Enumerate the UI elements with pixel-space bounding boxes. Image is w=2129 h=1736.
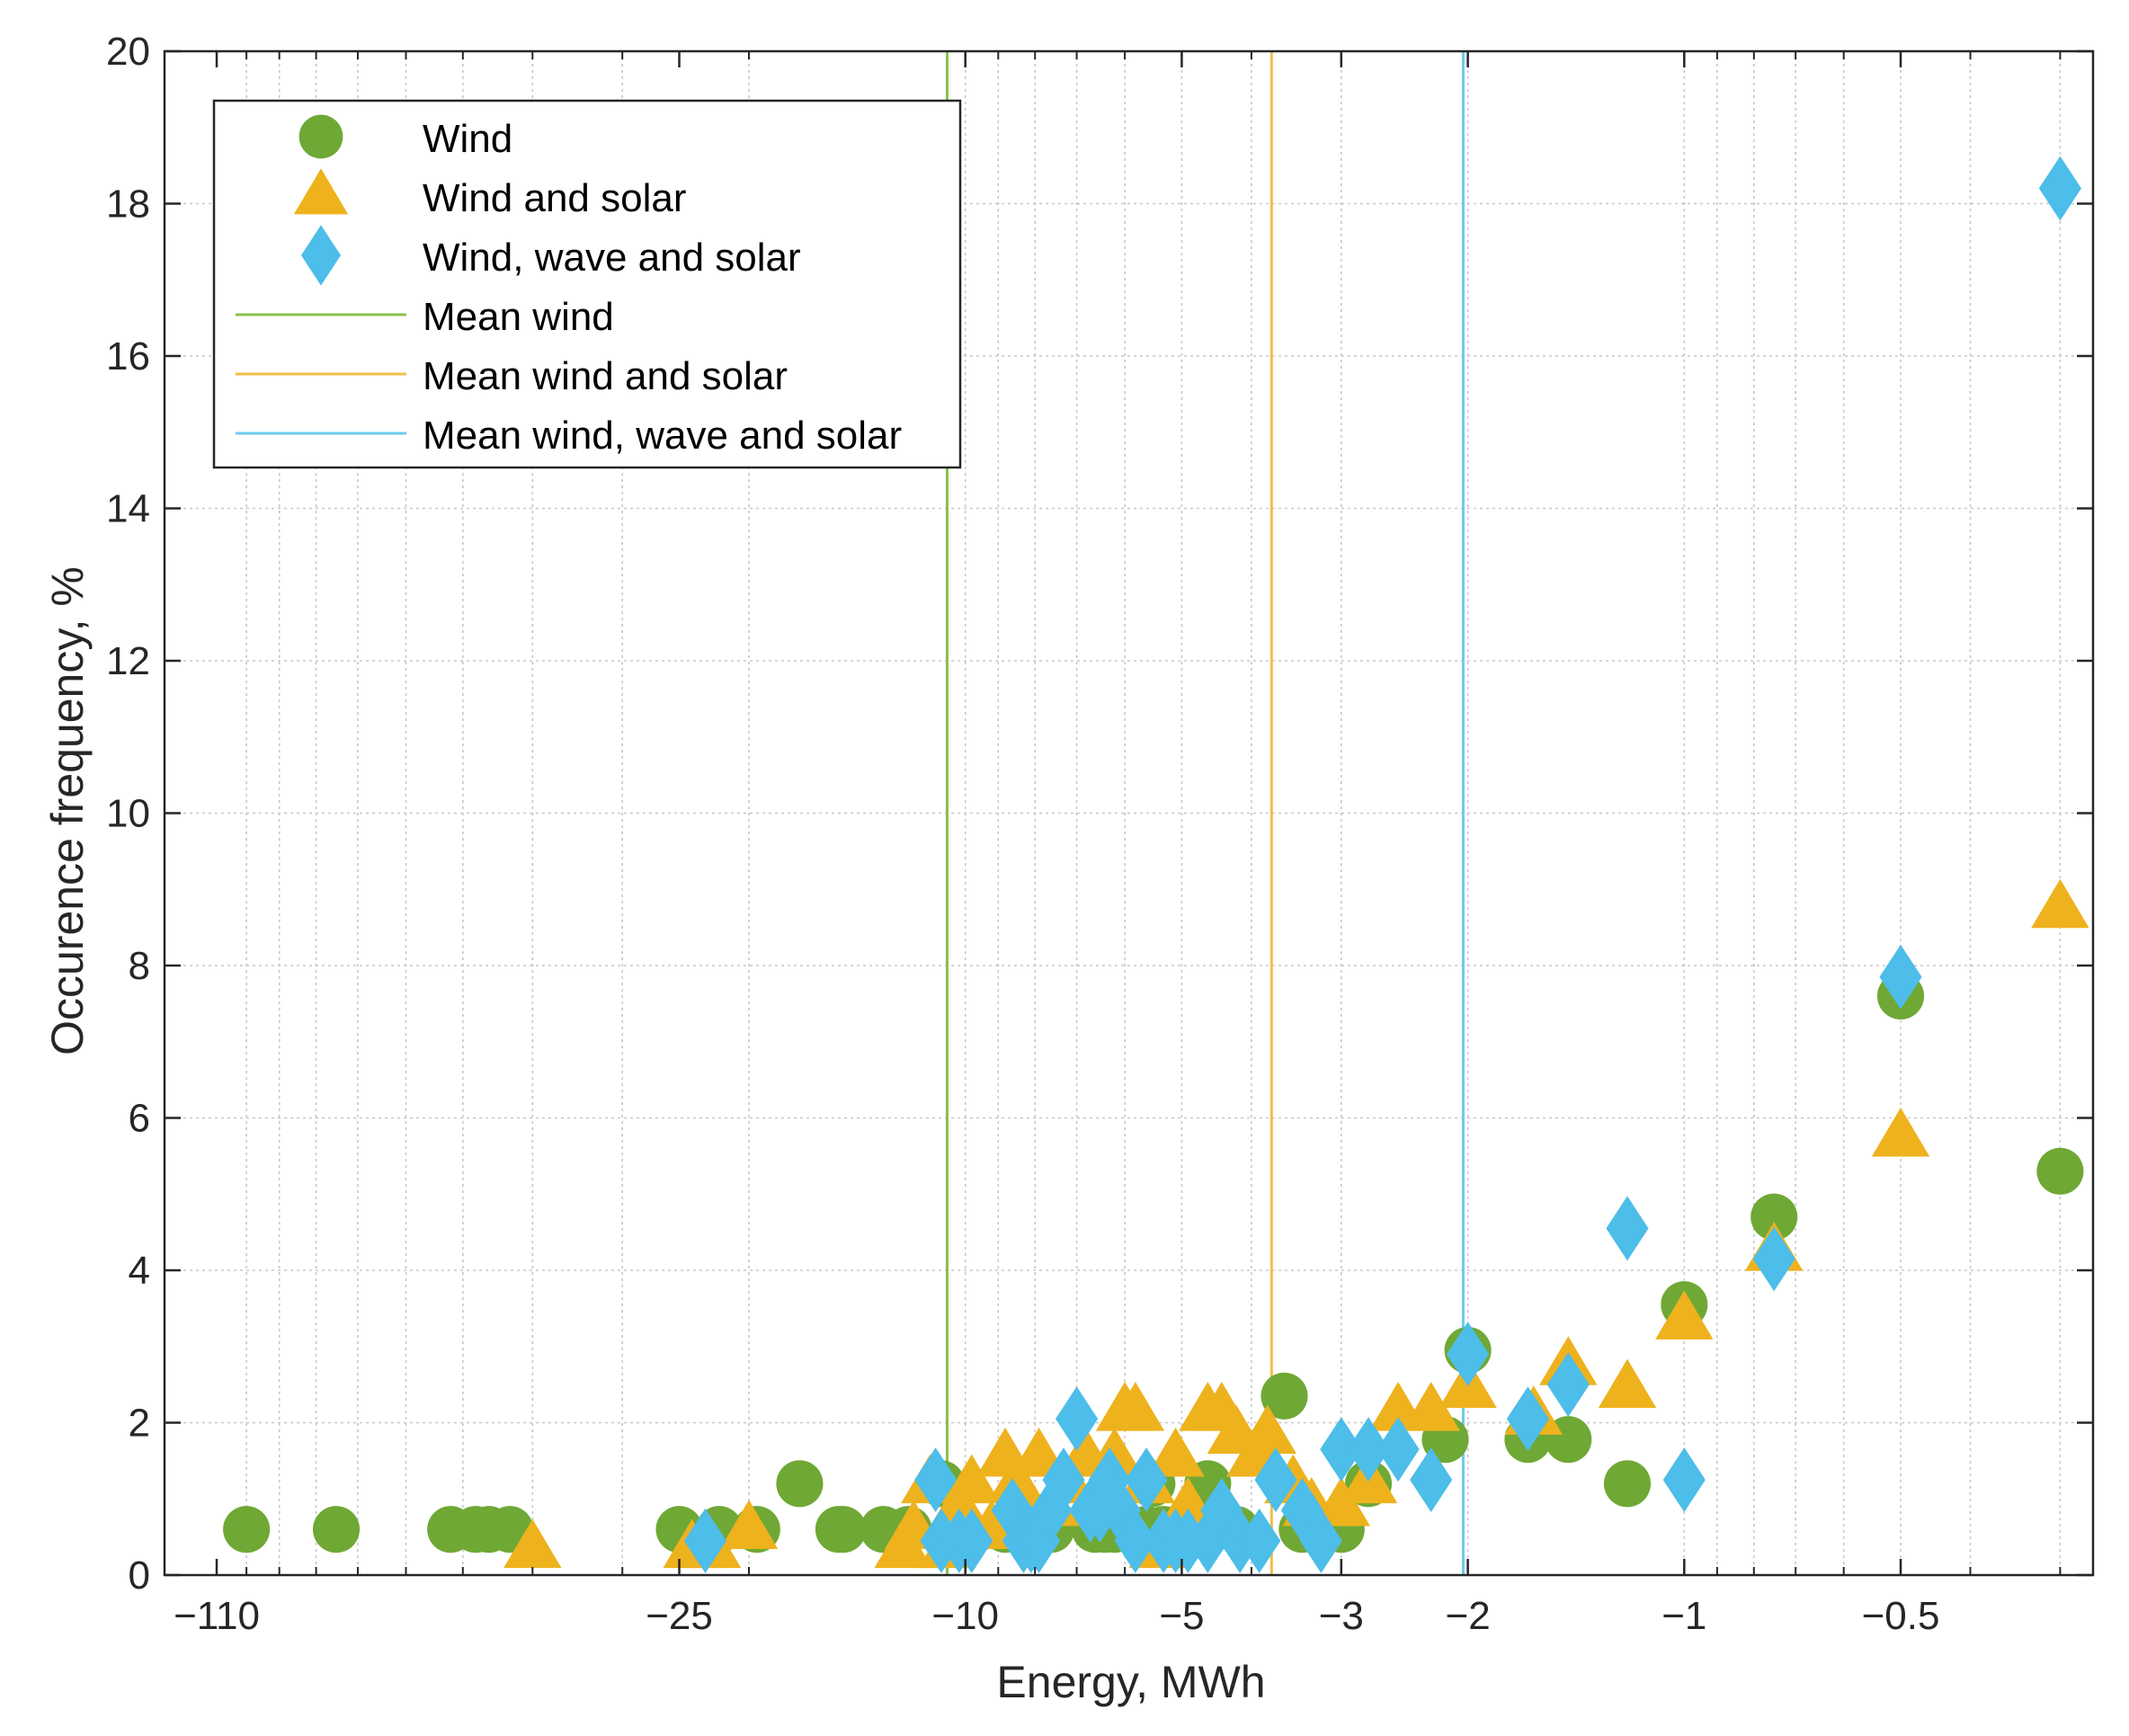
y-tick-label: 2 [129, 1402, 150, 1446]
data-point-diamond [1114, 1508, 1157, 1573]
data-point-diamond [1410, 1447, 1453, 1513]
y-tick-label: 14 [106, 487, 150, 531]
legend-label: Mean wind, wave and solar [423, 414, 902, 458]
legend-symbol-circle [298, 114, 343, 159]
data-point-triangle [1598, 1358, 1657, 1409]
data-point-diamond [914, 1447, 958, 1513]
data-point-triangle [2031, 878, 2089, 929]
data-point-diamond [1447, 1322, 1490, 1387]
data-point-diamond [1056, 1386, 1099, 1452]
data-point-circle [312, 1506, 361, 1553]
x-tick-labels: −110 −25 −10 −5 −3 −2 −1 −0.5 [174, 1594, 1939, 1638]
grid-lines [165, 51, 2093, 1575]
data-point-diamond [1238, 1508, 1281, 1573]
y-tick-label: 18 [106, 183, 150, 227]
data-point-circle [819, 1506, 867, 1553]
x-axis-title: Energy, MWh [996, 1657, 1265, 1707]
legend-label: Wind and solar [423, 176, 686, 220]
y-tick-label: 12 [106, 639, 150, 683]
data-point-diamond [1546, 1352, 1590, 1418]
data-point-diamond [1347, 1417, 1390, 1482]
y-tick-label: 10 [106, 792, 150, 836]
x-tick-label: −3 [1319, 1594, 1364, 1638]
data-point-diamond [1320, 1417, 1363, 1482]
legend-label: Mean wind and solar [423, 354, 788, 398]
data-point-diamond [1254, 1447, 1297, 1513]
data-point-diamond [1506, 1386, 1549, 1452]
y-tick-label: 8 [129, 944, 150, 988]
data-point-circle [1750, 1193, 1798, 1241]
legend-label: Mean wind [423, 295, 614, 339]
data-point-circle [1260, 1372, 1308, 1420]
data-point-diamond [1752, 1226, 1795, 1292]
data-point-circle [223, 1506, 271, 1553]
legend-label: Wind, wave and solar [423, 236, 801, 280]
y-tick-label: 20 [106, 30, 150, 74]
data-point-triangle [1871, 1107, 1930, 1157]
legend-label: Wind [423, 117, 512, 161]
data-point-circle [1603, 1460, 1652, 1508]
y-tick-label: 0 [129, 1553, 150, 1598]
data-point-diamond [1125, 1447, 1168, 1513]
x-tick-label: −1 [1661, 1594, 1706, 1638]
y-tick-labels: 0 2 4 6 8 10 12 14 16 18 20 [106, 30, 150, 1598]
data-point-diamond [1299, 1508, 1342, 1573]
x-tick-label: −2 [1446, 1594, 1491, 1638]
data-point-circle [776, 1460, 824, 1508]
legend-box [212, 99, 962, 469]
data-point-diamond [1662, 1447, 1706, 1513]
data-point-diamond [950, 1508, 993, 1573]
legend-symbol-triangle [293, 168, 349, 215]
data-point-diamond [1042, 1447, 1085, 1513]
data-point-triangle [1106, 1382, 1165, 1431]
axis-ticks [165, 49, 2093, 1577]
y-tick-label: 6 [129, 1097, 150, 1141]
data-point-diamond [2038, 156, 2081, 221]
data-point-diamond [1018, 1508, 1061, 1573]
x-tick-label: −10 [931, 1594, 999, 1638]
y-tick-label: 16 [106, 334, 150, 378]
data-point-diamond [683, 1508, 727, 1573]
data-point-triangle [1655, 1290, 1714, 1340]
y-axis-title: Occurence frequency, % [42, 566, 93, 1055]
y-tick-label: 4 [129, 1249, 150, 1293]
legend-symbol-diamond [300, 225, 342, 286]
x-tick-label: −0.5 [1862, 1594, 1940, 1638]
data-point-triangle [1146, 1427, 1205, 1477]
legend: Wind Wind and solar Wind, wave and solar Me… [212, 99, 962, 469]
x-tick-label: −110 [174, 1594, 260, 1638]
x-tick-label: −5 [1159, 1594, 1204, 1638]
x-tick-label: −25 [646, 1594, 713, 1638]
data-point-triangle [1402, 1382, 1460, 1431]
data-point-diamond [1879, 944, 1922, 1010]
data-point-triangle [942, 1454, 1001, 1504]
data-point-diamond [1606, 1196, 1649, 1261]
data-point-circle [2036, 1147, 2084, 1195]
data-point-triangle [503, 1518, 562, 1569]
data-point-triangle [719, 1500, 779, 1549]
data-markers [223, 156, 2089, 1573]
data-point-triangle [1238, 1404, 1296, 1455]
data-point-diamond [1376, 1417, 1420, 1482]
